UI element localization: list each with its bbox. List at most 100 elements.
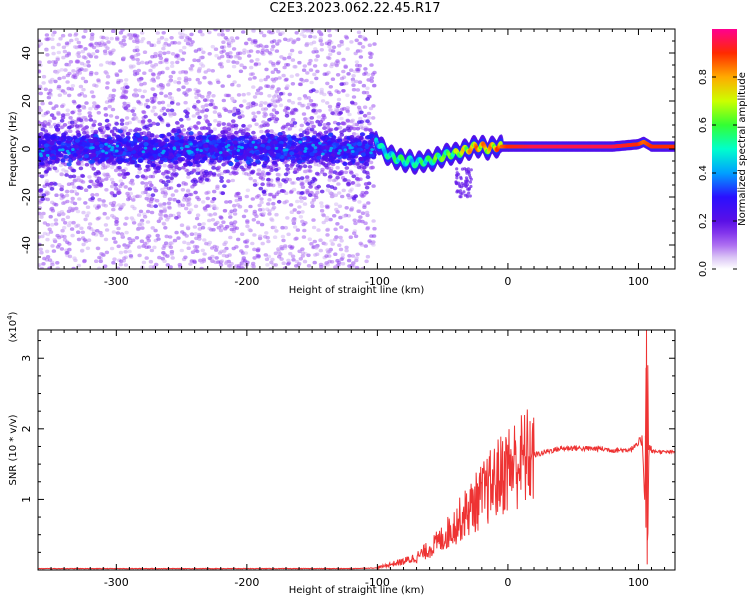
noise-speckle <box>273 67 278 72</box>
noise-speckle <box>136 226 142 231</box>
noise-speckle <box>219 216 224 220</box>
noise-speckle <box>347 254 352 258</box>
noise-speckle <box>311 108 317 113</box>
noise-speckle <box>287 244 293 249</box>
noise-speckle <box>213 105 218 110</box>
noise-speckle <box>71 185 77 189</box>
noise-speckle <box>124 245 129 250</box>
noise-speckle <box>152 105 157 110</box>
noise-speckle <box>276 94 282 99</box>
noise-speckle <box>56 84 62 89</box>
noise-speckle <box>250 72 255 76</box>
noise-speckle <box>231 47 237 51</box>
noise-speckle <box>285 262 291 266</box>
noise-speckle <box>314 76 319 81</box>
noise-speckle <box>128 36 133 41</box>
noise-speckle <box>45 237 50 242</box>
noise-speckle <box>116 80 121 85</box>
noise-speckle <box>45 110 50 115</box>
noise-speckle <box>61 225 67 230</box>
noise-speckle <box>241 92 246 97</box>
noise-speckle <box>78 84 84 89</box>
noise-speckle <box>59 68 64 72</box>
noise-speckle <box>135 48 140 53</box>
noise-speckle <box>307 181 313 186</box>
noise-speckle <box>194 95 199 100</box>
noise-speckle <box>235 203 241 207</box>
noise-speckle <box>168 74 173 79</box>
noise-speckle <box>162 244 167 248</box>
noise-speckle <box>232 220 238 224</box>
noise-speckle <box>267 94 272 98</box>
noise-speckle <box>108 99 113 103</box>
noise-speckle <box>302 228 307 233</box>
noise-speckle <box>223 108 229 112</box>
noise-speckle <box>257 203 262 208</box>
noise-band-blob <box>337 138 343 143</box>
noise-speckle <box>67 247 72 252</box>
noise-speckle <box>343 64 348 68</box>
noise-speckle <box>219 171 224 176</box>
noise-speckle <box>326 122 331 126</box>
noise-speckle <box>179 124 185 128</box>
noise-speckle <box>128 191 133 196</box>
noise-speckle <box>217 251 223 255</box>
noise-speckle <box>50 45 56 50</box>
noise-speckle <box>233 54 238 59</box>
noise-speckle <box>167 95 173 100</box>
noise-speckle <box>144 61 149 65</box>
noise-speckle <box>291 258 296 262</box>
noise-band-blob <box>358 135 364 141</box>
noise-speckle <box>77 197 82 201</box>
noise-speckle <box>338 215 343 220</box>
noise-speckle <box>187 127 192 132</box>
noise-speckle <box>165 263 170 267</box>
noise-speckle <box>84 214 90 218</box>
noise-speckle <box>52 238 57 242</box>
noise-speckle <box>94 179 100 184</box>
noise-speckle <box>295 199 300 204</box>
noise-speckle <box>319 42 325 47</box>
noise-speckle <box>131 218 136 222</box>
noise-speckle <box>228 51 233 55</box>
noise-speckle <box>226 127 232 132</box>
noise-speckle <box>281 178 286 183</box>
noise-band-blob <box>330 138 336 143</box>
noise-speckle <box>323 130 329 135</box>
noise-speckle <box>222 248 227 253</box>
noise-speckle <box>108 50 113 54</box>
noise-speckle <box>62 221 68 225</box>
noise-speckle <box>325 81 330 86</box>
noise-speckle <box>70 110 75 115</box>
noise-speckle <box>91 167 96 171</box>
noise-speckle <box>282 56 287 61</box>
noise-speckle <box>339 76 345 81</box>
noise-speckle <box>48 93 54 97</box>
noise-speckle <box>76 117 82 122</box>
noise-speckle <box>295 228 301 232</box>
noise-speckle <box>148 259 154 264</box>
noise-speckle <box>188 66 193 71</box>
noise-speckle <box>166 103 172 108</box>
noise-speckle <box>120 44 125 48</box>
noise-speckle <box>283 37 288 42</box>
noise-speckle <box>279 55 284 59</box>
noise-speckle <box>345 109 350 114</box>
noise-speckle <box>351 95 357 99</box>
noise-speckle <box>362 105 368 109</box>
noise-speckle <box>288 203 294 207</box>
noise-speckle <box>320 99 326 103</box>
noise-speckle <box>76 40 82 45</box>
noise-speckle <box>155 122 161 126</box>
noise-speckle <box>305 29 310 33</box>
noise-speckle <box>227 109 232 114</box>
noise-speckle <box>173 173 178 178</box>
noise-speckle <box>351 87 357 92</box>
noise-speckle <box>283 225 288 230</box>
noise-speckle <box>57 183 62 187</box>
noise-speckle <box>284 77 289 82</box>
noise-speckle <box>257 208 263 212</box>
noise-speckle <box>75 59 80 63</box>
noise-speckle <box>186 241 191 246</box>
noise-speckle <box>362 205 367 209</box>
